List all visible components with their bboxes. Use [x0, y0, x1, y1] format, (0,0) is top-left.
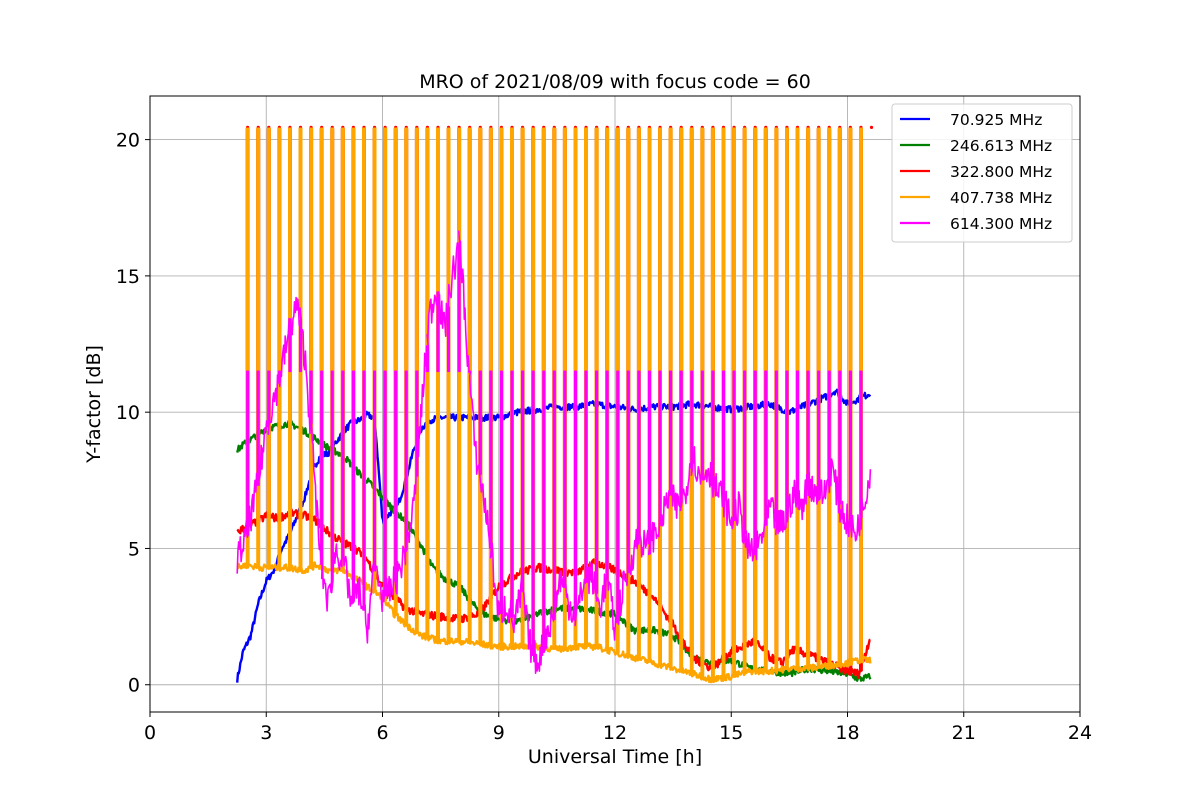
chart-title: MRO of 2021/08/09 with focus code = 60: [419, 71, 811, 93]
legend-label: 407.738 MHz: [950, 189, 1052, 207]
legend-label: 322.800 MHz: [950, 163, 1052, 181]
legend-label: 614.300 MHz: [950, 215, 1052, 233]
x-tick-label: 12: [603, 722, 627, 744]
x-tick-label: 18: [835, 722, 859, 744]
x-axis-label: Universal Time [h]: [528, 746, 702, 768]
legend-label: 70.925 MHz: [950, 111, 1042, 129]
spike-peak-point: [869, 125, 874, 129]
series-group: [236, 125, 874, 684]
series-line-614-300-mhz: [236, 230, 872, 674]
y-tick-label: 10: [116, 402, 140, 424]
x-tick-label: 21: [952, 722, 976, 744]
y-tick-label: 5: [128, 538, 140, 560]
x-tick-label: 3: [260, 722, 272, 744]
series-line-407-738-mhz: [236, 127, 872, 684]
y-tick-label: 20: [116, 130, 140, 152]
plot-area: [236, 125, 874, 684]
x-tick-label: 9: [493, 722, 505, 744]
x-tick-label: 6: [376, 722, 388, 744]
ticks: 0 3 6 9 12 15 18 21 24 0 5 10 15 20: [116, 130, 1092, 744]
x-tick-label: 0: [144, 722, 156, 744]
y-tick-label: 15: [116, 266, 140, 288]
x-tick-label: 15: [719, 722, 743, 744]
y-tick-label: 0: [128, 675, 140, 697]
legend-box: [891, 103, 1073, 243]
x-tick-label: 24: [1068, 722, 1092, 744]
y-axis-label: Y-factor [dB]: [83, 345, 105, 464]
legend: 70.925 MHz 246.613 MHz 322.800 MHz 407.738 …: [891, 103, 1073, 243]
legend-label: 246.613 MHz: [950, 137, 1052, 155]
